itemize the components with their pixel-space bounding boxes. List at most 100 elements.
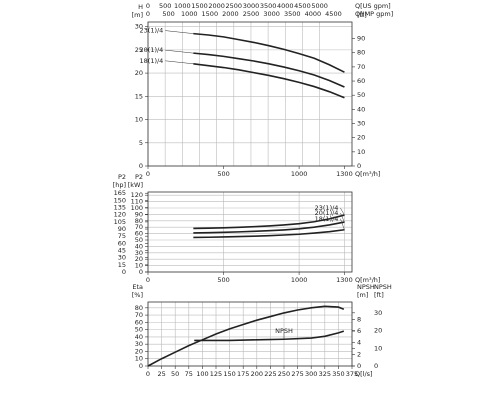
- x-axis-label: Q[l/s]: [355, 370, 373, 378]
- plot-frame: [147, 301, 353, 367]
- x-tick-label: 1300: [336, 170, 353, 178]
- y-tick-label: 10: [374, 344, 382, 352]
- top-tick-label: 2500: [226, 2, 243, 10]
- x-tick-label: 75: [185, 370, 193, 378]
- top-tick-label: 3000: [263, 10, 280, 18]
- y-tick-label: 40: [135, 333, 143, 341]
- y-tick-label: 165: [114, 189, 126, 197]
- y-tick-label: 20: [357, 134, 365, 142]
- y-tick-label: 0: [139, 362, 143, 370]
- y-tick-label: 110: [131, 198, 143, 206]
- y-tick-label: 20: [135, 255, 143, 263]
- x-tick-label: 125: [210, 370, 222, 378]
- y-tick-label: 50: [357, 91, 365, 99]
- y-axis-unit: [%]: [132, 291, 143, 299]
- curve: [194, 330, 345, 342]
- top-tick-label: 1500: [191, 2, 208, 10]
- top-axis-label: Q[IMP gpm]: [355, 10, 393, 18]
- y-tick-label: 90: [357, 35, 365, 43]
- y-axis-title: NPSH: [374, 283, 392, 291]
- curve: [193, 32, 345, 73]
- top-tick-label: 5000: [311, 2, 328, 10]
- curve: [193, 63, 345, 99]
- x-axis-label: Q[m³/h]: [355, 276, 380, 284]
- y-axis-unit: [ft]: [357, 11, 367, 19]
- y-tick-label: 0: [139, 162, 143, 170]
- y-tick-label: 90: [118, 225, 126, 233]
- y-tick-label: 40: [135, 242, 143, 250]
- label-leader: [165, 49, 194, 54]
- y-tick-label: 2: [357, 350, 361, 358]
- y-tick-label: 60: [357, 77, 365, 85]
- y-tick-label: 100: [131, 204, 143, 212]
- y-tick-label: 15: [135, 92, 143, 100]
- x-tick-label: 0: [146, 370, 150, 378]
- y-tick-label: 75: [118, 232, 126, 240]
- y-tick-label: 20: [135, 347, 143, 355]
- top-tick-label: 0: [146, 2, 150, 10]
- label-leader: [340, 218, 345, 230]
- y-tick-label: 50: [135, 236, 143, 244]
- x-tick-label: 225: [264, 370, 276, 378]
- top-tick-label: 4500: [325, 10, 342, 18]
- y-tick-label: 30: [357, 120, 365, 128]
- x-tick-label: 325: [319, 370, 331, 378]
- y-tick-label: 70: [135, 311, 143, 319]
- y-tick-label: 80: [135, 304, 143, 312]
- y-tick-label: 0: [357, 162, 361, 170]
- label-leader: [340, 212, 345, 223]
- x-tick-label: 1000: [291, 276, 308, 284]
- y-tick-label: 30: [374, 309, 382, 317]
- y-tick-label: 0: [357, 362, 361, 370]
- top-tick-label: 3000: [243, 2, 260, 10]
- x-tick-label: 500: [217, 276, 229, 284]
- top-tick-label: 0: [146, 10, 150, 18]
- y-tick-label: 10: [135, 355, 143, 363]
- y-axis-unit: [m]: [132, 11, 143, 19]
- label-leader: [340, 207, 345, 216]
- y-tick-label: 0: [122, 268, 126, 276]
- y-tick-label: 4: [357, 339, 361, 347]
- curve: [193, 221, 345, 234]
- y-tick-label: 10: [357, 148, 365, 156]
- y-tick-label: 60: [135, 230, 143, 238]
- series-label: 18(1)/4: [140, 57, 164, 65]
- top-axis-label: Q[US gpm]: [355, 2, 391, 10]
- plot-frame: [147, 191, 353, 273]
- x-tick-label: 150: [223, 370, 235, 378]
- x-tick-label: 275: [291, 370, 303, 378]
- series-label: NPSH: [275, 327, 293, 335]
- y-tick-label: 120: [131, 191, 143, 199]
- top-tick-label: 2000: [208, 2, 225, 10]
- y-tick-label: 135: [114, 204, 126, 212]
- y-tick-label: 90: [135, 210, 143, 218]
- x-tick-label: 500: [217, 170, 229, 178]
- plot-frame: [147, 21, 353, 167]
- top-tick-label: 2000: [222, 10, 239, 18]
- x-tick-label: 25: [157, 370, 165, 378]
- y-tick-label: 20: [374, 327, 382, 335]
- series-label: 23(1)/4: [315, 204, 339, 212]
- x-tick-label: 250: [278, 370, 290, 378]
- y-axis-unit: [m]: [357, 291, 368, 299]
- y-tick-label: 150: [114, 196, 126, 204]
- y-axis-unit: [ft]: [374, 291, 384, 299]
- y-tick-label: 45: [118, 247, 126, 255]
- curve: [147, 305, 345, 367]
- x-tick-label: 1300: [336, 276, 353, 284]
- y-tick-label: 105: [114, 218, 126, 226]
- y-tick-label: 60: [118, 239, 126, 247]
- x-tick-label: 0: [146, 276, 150, 284]
- y-tick-label: 5: [139, 139, 143, 147]
- curve: [193, 228, 345, 239]
- x-tick-label: 175: [237, 370, 249, 378]
- y-tick-label: 10: [135, 262, 143, 270]
- top-tick-label: 3500: [260, 2, 277, 10]
- y-tick-label: 30: [135, 340, 143, 348]
- y-tick-label: 20: [135, 69, 143, 77]
- x-tick-label: 300: [305, 370, 317, 378]
- series-label: 23(1)/4: [140, 27, 164, 35]
- y-axis-unit: [kW]: [128, 181, 143, 189]
- y-tick-label: 15: [118, 261, 126, 269]
